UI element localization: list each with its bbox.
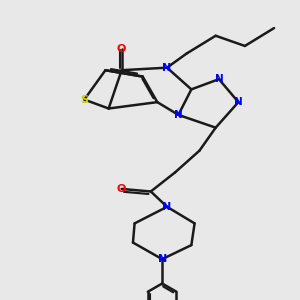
Text: O: O xyxy=(117,44,126,53)
Text: N: N xyxy=(214,74,223,84)
Text: S: S xyxy=(80,94,88,105)
Text: N: N xyxy=(162,202,172,212)
Text: N: N xyxy=(174,110,183,120)
Text: O: O xyxy=(117,184,126,194)
Text: N: N xyxy=(162,63,172,73)
Text: N: N xyxy=(234,97,243,107)
Text: N: N xyxy=(158,254,167,264)
